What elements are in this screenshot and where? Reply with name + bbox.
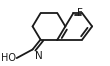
Text: N: N [35, 51, 42, 61]
Text: HO: HO [1, 53, 16, 63]
Text: F: F [77, 8, 83, 18]
